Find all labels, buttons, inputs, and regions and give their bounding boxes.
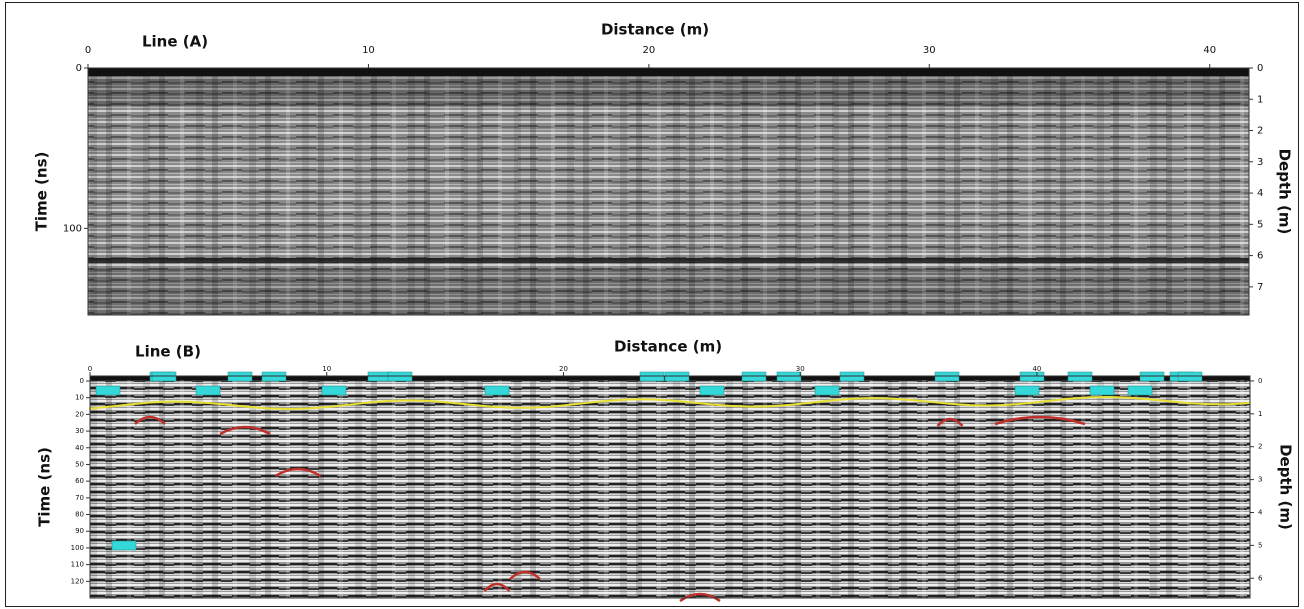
x-tick-label: 30 <box>796 365 805 373</box>
hyperbola <box>994 415 1086 426</box>
y-tick-label: 100 <box>71 544 84 552</box>
x-tick-label: 30 <box>923 45 936 56</box>
y2-tick-label: 7 <box>1257 282 1263 293</box>
y2-tick-label: 2 <box>1258 443 1262 451</box>
y-tick-label: 110 <box>71 561 84 569</box>
y2-tick-label: 4 <box>1258 508 1263 516</box>
radargram-streaks <box>90 376 1250 598</box>
axis-title: Depth (m) <box>1276 149 1294 235</box>
axis-title: Depth (m) <box>1277 444 1295 530</box>
pick-marker <box>699 385 725 396</box>
y-tick-label: 0 <box>76 63 82 74</box>
panel-label: Line (B) <box>135 343 201 361</box>
pick-marker <box>195 385 221 396</box>
y2-tick-label: 4 <box>1257 188 1263 199</box>
hyperbola <box>509 570 541 580</box>
y-tick-label: 30 <box>75 427 84 435</box>
figure-border <box>5 2 1299 607</box>
pick-marker <box>814 385 840 396</box>
y-tick-label: 80 <box>75 511 84 519</box>
panel-label: Line (A) <box>142 33 208 51</box>
surface-band <box>88 68 1249 76</box>
x-tick-label: 0 <box>88 365 92 373</box>
pick-marker <box>321 385 347 396</box>
y2-tick-label: 3 <box>1258 476 1262 484</box>
interface-line <box>89 395 1251 410</box>
axis-title: Time (ns) <box>36 447 54 527</box>
deep-noise <box>88 268 1249 315</box>
y-tick-label: 20 <box>75 410 84 418</box>
y2-tick-label: 6 <box>1257 251 1263 262</box>
y-tick-label: 70 <box>75 494 84 502</box>
x-tick-label: 40 <box>1032 365 1041 373</box>
pick-marker <box>1014 385 1040 396</box>
radargram-streaks <box>88 68 1249 315</box>
y2-tick-label: 0 <box>1257 63 1263 74</box>
x-tick-label: 10 <box>362 45 375 56</box>
pick-marker <box>1127 385 1153 396</box>
plot-frame <box>87 67 1250 316</box>
y2-tick-label: 2 <box>1257 126 1263 137</box>
pick-marker <box>111 540 137 551</box>
y2-tick-label: 1 <box>1258 410 1262 418</box>
hyperbola <box>134 415 166 425</box>
hyperbola <box>483 582 511 592</box>
y2-tick-label: 5 <box>1258 541 1262 549</box>
y-tick-label: 0 <box>80 377 84 385</box>
x-tick-label: 10 <box>322 365 331 373</box>
y-tick-label: 120 <box>71 577 84 585</box>
y-tick-label: 10 <box>75 394 84 402</box>
pick-marker <box>95 385 121 396</box>
hyperbola <box>936 417 964 427</box>
hyperbola <box>274 467 322 478</box>
y2-tick-label: 0 <box>1258 377 1262 385</box>
plot-frame <box>89 375 1251 599</box>
pick-marker <box>1089 385 1115 396</box>
y2-tick-label: 1 <box>1257 94 1263 105</box>
y-tick-label: 60 <box>75 477 84 485</box>
y2-tick-label: 3 <box>1257 157 1263 168</box>
axis-title: Distance (m) <box>614 338 722 356</box>
axis-title: Distance (m) <box>601 21 709 39</box>
y-tick-label: 50 <box>75 460 84 468</box>
x-tick-label: 40 <box>1203 45 1216 56</box>
y-tick-label: 90 <box>75 527 84 535</box>
deep-reflector <box>88 258 1249 263</box>
pick-marker <box>484 385 510 396</box>
x-tick-label: 0 <box>85 45 91 56</box>
y2-tick-label: 5 <box>1257 219 1263 230</box>
hyperbola <box>679 592 721 603</box>
y-tick-label: 100 <box>63 223 82 234</box>
x-tick-label: 20 <box>559 365 568 373</box>
y2-tick-label: 6 <box>1258 574 1263 582</box>
hyperbola <box>219 425 271 436</box>
surface-band <box>88 76 1249 106</box>
axis-title: Time (ns) <box>33 152 51 232</box>
y-tick-label: 40 <box>75 444 84 452</box>
x-tick-label: 20 <box>643 45 656 56</box>
